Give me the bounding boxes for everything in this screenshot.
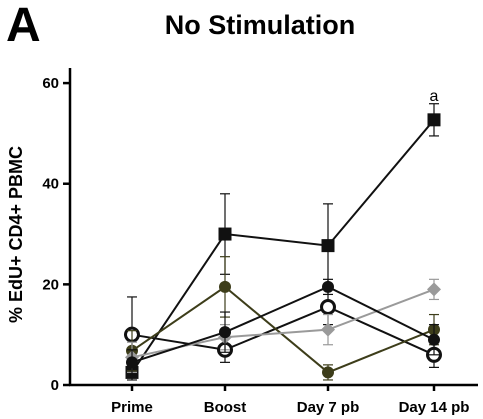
x-tick-label: Day 7 pb <box>297 399 360 416</box>
data-point <box>321 239 335 253</box>
x-tick-label: Boost <box>204 399 247 416</box>
y-tick-label: 40 <box>42 176 59 193</box>
x-tick-label: Prime <box>111 399 153 416</box>
series-line <box>131 285 435 364</box>
axes: 0 20 40 60 Prime Boost Day 7 pb Day 14 pb % EdU+… <box>6 68 478 416</box>
data-point <box>427 113 441 127</box>
series-0 <box>125 103 441 381</box>
data-point <box>322 366 334 379</box>
data-point <box>320 299 336 316</box>
significance-label: a <box>430 88 439 105</box>
chart-title: No Stimulation <box>164 10 356 40</box>
series-line <box>131 285 435 374</box>
series-1 <box>124 288 442 374</box>
data-point <box>427 282 441 297</box>
series-line <box>131 119 435 373</box>
panel-letter: A <box>6 0 41 52</box>
data-point <box>322 280 334 293</box>
y-axis-label: % EdU+ CD4+ PBMC <box>6 146 26 323</box>
annotations: a <box>430 88 439 105</box>
y-tick-label: 20 <box>42 276 59 293</box>
series-layer <box>124 103 442 381</box>
data-point <box>321 322 335 337</box>
data-point <box>428 333 440 346</box>
series-2 <box>126 256 440 381</box>
data-point <box>218 227 232 241</box>
series-4 <box>126 278 440 376</box>
y-tick-label: 60 <box>42 75 59 92</box>
data-point <box>126 356 138 369</box>
data-point <box>219 280 231 293</box>
data-point <box>219 326 231 339</box>
y-tick-label: 0 <box>51 377 59 394</box>
x-tick-label: Day 14 pb <box>399 399 470 416</box>
